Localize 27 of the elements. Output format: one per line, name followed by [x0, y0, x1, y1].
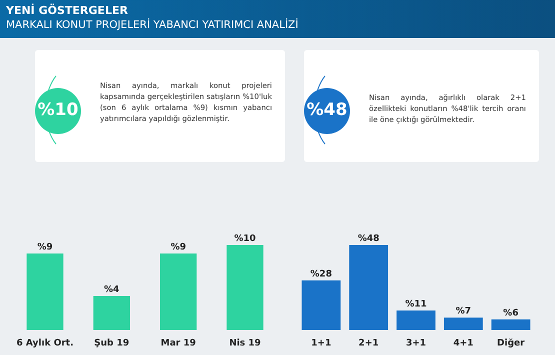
x-tick-label: Nis 19: [229, 338, 261, 348]
data-label: %4: [104, 285, 120, 295]
x-tick-label: 3+1: [406, 338, 426, 348]
x-tick-label: 2+1: [358, 338, 379, 348]
data-label: %7: [456, 306, 472, 317]
bar: [444, 318, 483, 330]
x-tick-label: 6 Aylık Ort.: [16, 338, 74, 348]
data-label: %9: [170, 242, 186, 252]
text: %48: [306, 100, 348, 120]
bar: [396, 310, 436, 330]
bar: [349, 245, 388, 330]
x-tick-label: Şub 19: [94, 338, 130, 348]
x-tick-label: Diğer: [497, 338, 526, 348]
bar: [491, 319, 530, 330]
data-label: %6: [503, 308, 518, 318]
data-label: %10: [234, 234, 256, 244]
data-label: %48: [358, 234, 380, 244]
x-tick-label: 4+1: [453, 338, 474, 348]
x-tick-label: 1+1: [311, 338, 332, 348]
x-tick-label: Mar 19: [160, 338, 196, 348]
data-label: %9: [37, 242, 53, 252]
bar: [302, 280, 341, 330]
chart-subtitle: MARKALI KONUT PROJELERİ YABANCI YATIRIMCI ANALİZİ: [6, 19, 298, 31]
data-label: %28: [310, 269, 332, 280]
text: %10: [36, 100, 80, 120]
chart-title: YENİ GÖSTERGELER: [6, 4, 128, 17]
data-label: %11: [405, 300, 427, 310]
